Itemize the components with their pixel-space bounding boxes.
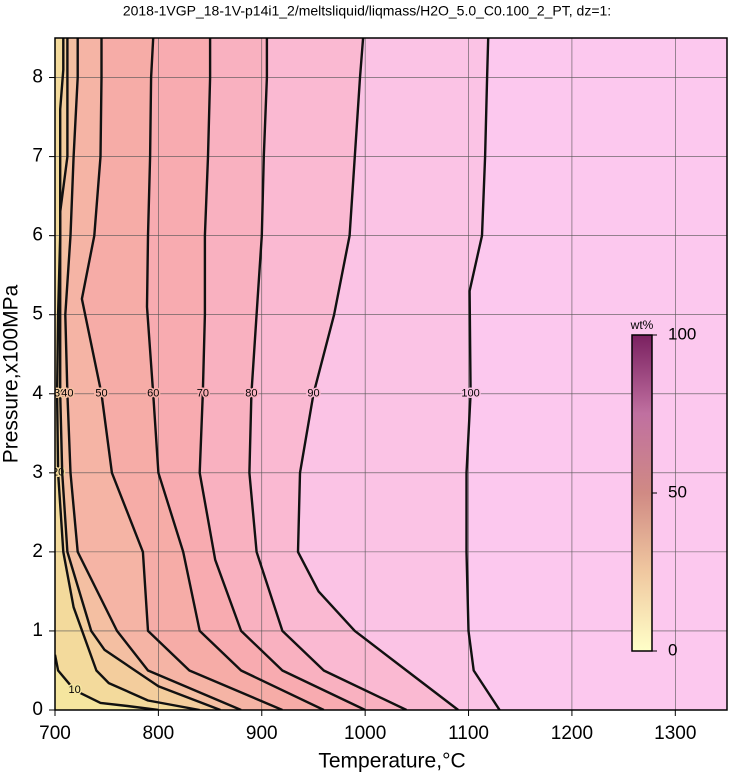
contour-label: 60	[147, 388, 159, 400]
contour-line	[55, 38, 200, 710]
y-tick-label: 6	[32, 225, 43, 246]
colorbar-tick-label: 50	[668, 482, 687, 501]
contour-line	[64, 38, 242, 710]
contour-line	[59, 38, 221, 710]
x-axis-label: Temperature,°C	[318, 750, 465, 773]
contour-label: 100	[461, 388, 479, 400]
contour-line	[198, 38, 366, 710]
contour-fill	[55, 38, 200, 710]
contour-label: 50	[95, 388, 107, 400]
y-tick-label: 4	[32, 383, 43, 404]
x-tick-label: 700	[39, 723, 71, 744]
x-tick-label: 1200	[551, 723, 593, 744]
plot-frame	[54, 37, 728, 711]
contour-line	[248, 38, 408, 710]
colorbar-tick-label: 0	[668, 640, 677, 659]
y-tick-label: 1	[32, 620, 43, 641]
contour-line	[145, 38, 325, 710]
contour-label: 90	[307, 388, 319, 400]
contour-label: 30	[54, 388, 66, 400]
x-tick-label: 900	[246, 723, 278, 744]
y-tick-label: 7	[32, 146, 43, 167]
colorbar-label: wt%	[630, 318, 654, 332]
contour-label: 40	[61, 388, 73, 400]
chart-title: 2018-1VGP_18-1V-p14i1_2/meltsliquid/liqm…	[123, 3, 611, 19]
contour-fill	[55, 38, 283, 710]
contour-line	[296, 38, 459, 710]
contour-line	[80, 38, 283, 710]
y-tick-label: 8	[32, 67, 43, 88]
x-tick-label: 800	[143, 723, 175, 744]
y-tick-label: 3	[32, 462, 43, 483]
contour-label: 20	[52, 467, 64, 479]
contour-fill	[55, 654, 159, 710]
y-tick-label: 5	[32, 304, 43, 325]
colorbar	[631, 334, 653, 652]
contour-line	[465, 38, 501, 710]
contour-label: 70	[197, 388, 209, 400]
x-tick-label: 1100	[448, 723, 489, 744]
y-axis-label: Pressure,x100MPa	[0, 284, 23, 463]
colorbar-tick-label: 100	[668, 324, 696, 343]
x-tick-label: 1300	[654, 723, 696, 744]
contour-label: 10	[69, 684, 81, 696]
y-tick-label: 2	[32, 541, 43, 562]
contour-label: 80	[245, 388, 257, 400]
contour-line	[55, 654, 159, 710]
x-tick-label: 1000	[344, 723, 386, 744]
y-tick-label: 0	[32, 699, 43, 720]
